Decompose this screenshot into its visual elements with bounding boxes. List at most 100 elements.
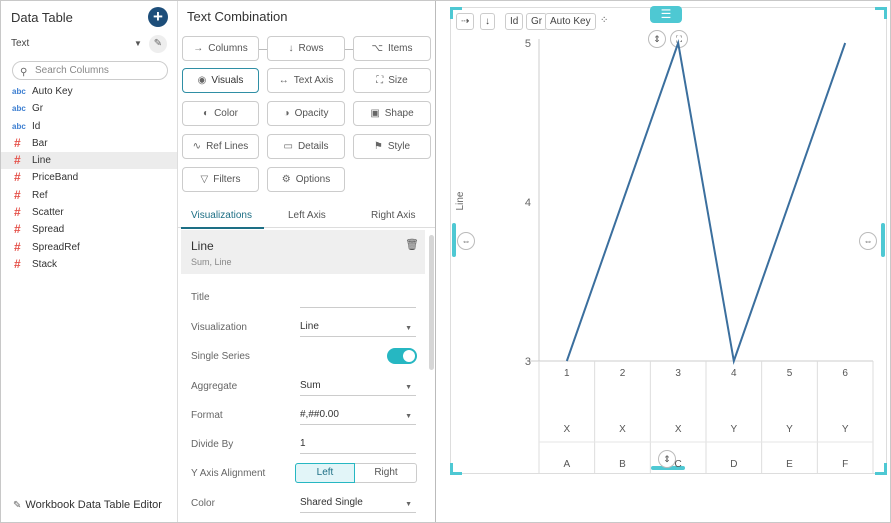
visuals-label: Visuals	[211, 75, 244, 86]
column-item[interactable]: abc Id	[1, 118, 177, 135]
column-list: abc Auto Key abc Gr abc Id # Bar # Line # PriceBand…	[1, 83, 177, 273]
resize-icon: ⛶	[376, 75, 384, 86]
resize-corner[interactable]	[450, 7, 462, 19]
items-button[interactable]: ⌥ Items	[353, 36, 431, 61]
palette-icon: ◐	[203, 108, 210, 119]
column-item[interactable]: # SpreadRef	[1, 239, 177, 256]
column-item[interactable]: # Bar	[1, 135, 177, 152]
tab-right-axis[interactable]: Right Axis	[371, 210, 416, 221]
column-item[interactable]: # Scatter	[1, 204, 177, 221]
resize-handle-bottom[interactable]	[651, 466, 685, 470]
numeric-type-icon: #	[14, 153, 21, 168]
filters-button[interactable]: ▽ Filters	[182, 167, 259, 192]
size-label: Size	[388, 75, 408, 86]
resize-handle-left[interactable]	[452, 223, 456, 257]
resize-corner[interactable]	[875, 7, 887, 19]
y-axis-left-option[interactable]: Left	[295, 463, 355, 483]
column-name: SpreadRef	[32, 241, 80, 253]
visualization-label: Visualization	[191, 322, 247, 333]
opacity-label: Opacity	[294, 108, 329, 119]
column-item[interactable]: abc Auto Key	[1, 83, 177, 100]
color-label: Color	[214, 108, 238, 119]
tab-left-axis[interactable]: Left Axis	[288, 210, 326, 221]
toggle-knob	[403, 350, 415, 362]
fullscreen-icon[interactable]: ⛶	[670, 30, 688, 48]
column-item[interactable]: # Line	[1, 152, 177, 170]
expand-vertical-icon[interactable]: ⇕	[658, 450, 676, 468]
trash-icon[interactable]: 🗑	[405, 239, 419, 251]
column-name: Auto Key	[32, 86, 73, 97]
resize-corner[interactable]	[450, 463, 462, 475]
visualization-value: Line	[300, 321, 319, 332]
move-handle[interactable]: ☰	[650, 6, 682, 23]
tab-visualizations[interactable]: Visualizations	[191, 210, 252, 221]
auto-key-chip[interactable]: Auto Key	[545, 13, 596, 30]
scrollbar[interactable]	[429, 235, 434, 370]
ref-lines-icon: ∿	[192, 141, 202, 152]
format-select[interactable]: #,##0.00 ▼	[300, 407, 416, 425]
column-item[interactable]: # PriceBand	[1, 169, 177, 186]
column-item[interactable]: # Stack	[1, 256, 177, 273]
shapes-icon: ▣	[370, 108, 380, 119]
panel-title: Data Table	[11, 10, 73, 25]
resize-corner[interactable]	[875, 463, 887, 475]
column-item[interactable]: # Ref	[1, 187, 177, 204]
column-name: Ref	[32, 189, 48, 201]
column-name: Gr	[32, 103, 44, 115]
details-button[interactable]: ▭ Details	[267, 134, 345, 159]
options-button[interactable]: ⚙ Options	[267, 167, 345, 192]
visual-item-card[interactable]: Line Sum, Line 🗑	[181, 230, 425, 274]
opacity-button[interactable]: ◑ Opacity	[267, 101, 345, 126]
wand-icon[interactable]: ✎	[149, 35, 167, 53]
style-button[interactable]: ⚑ Style	[353, 134, 431, 159]
color-select[interactable]: Shared Single ▼	[300, 495, 416, 513]
column-item[interactable]: # Spread	[1, 221, 177, 238]
search-columns-input[interactable]: ⚲ Search Columns	[12, 61, 168, 80]
swap-axes-icon[interactable]: ⇢	[456, 13, 475, 30]
aggregate-select[interactable]: Sum ▼	[300, 378, 416, 396]
resize-handle-right[interactable]	[881, 223, 885, 257]
gear-icon: ⚙	[281, 174, 291, 185]
numeric-type-icon: #	[14, 222, 21, 237]
text-axis-button[interactable]: ↔ Text Axis	[267, 68, 345, 93]
id-chip[interactable]: Id	[505, 13, 524, 30]
color-value: Shared Single	[300, 497, 363, 508]
workbook-data-table-editor-link[interactable]: ✎ Workbook Data Table Editor	[13, 499, 162, 511]
arrows-horizontal-icon: ↔	[278, 75, 289, 86]
filter-icon: ▽	[200, 174, 209, 185]
ref-lines-button[interactable]: ∿ Ref Lines	[182, 134, 259, 159]
scatter-icon[interactable]: ⁘	[596, 13, 613, 30]
add-column-button[interactable]: +	[148, 7, 168, 27]
divide-by-input[interactable]: 1	[300, 436, 416, 454]
color-button[interactable]: ◐ Color	[182, 101, 259, 126]
column-name: Stack	[32, 258, 58, 270]
expand-horizontal-icon[interactable]: ⇔	[457, 232, 475, 250]
color-property-label: Color	[191, 498, 215, 509]
rows-button[interactable]: ↓ Rows	[267, 36, 345, 61]
comment-icon: ▭	[283, 141, 293, 152]
visualization-select[interactable]: Line ▼	[300, 319, 416, 337]
chevron-down-icon: ▼	[405, 384, 412, 391]
data-source-select[interactable]: Text	[11, 38, 30, 49]
gr-chip[interactable]: Gr	[526, 13, 548, 30]
shape-button[interactable]: ▣ Shape	[353, 101, 431, 126]
column-name: Bar	[32, 137, 48, 149]
visuals-button[interactable]: ◉ Visuals	[182, 68, 259, 93]
expand-vertical-icon[interactable]: ⇕	[648, 30, 666, 48]
size-button[interactable]: ⛶ Size	[353, 68, 431, 93]
column-item[interactable]: abc Gr	[1, 100, 177, 117]
title-label: Title	[191, 292, 210, 303]
chevron-down-icon[interactable]: ▼	[134, 39, 142, 48]
visual-item-subtitle: Sum, Line	[191, 257, 232, 267]
numeric-type-icon: #	[14, 135, 21, 150]
sort-icon[interactable]: ↓	[480, 13, 495, 30]
visual-frame	[450, 7, 887, 474]
column-name: PriceBand	[32, 172, 79, 184]
title-input[interactable]	[300, 290, 416, 308]
single-series-toggle[interactable]	[387, 348, 417, 364]
columns-label: Columns	[208, 43, 248, 54]
style-label: Style	[387, 141, 411, 152]
columns-button[interactable]: → Columns	[182, 36, 259, 61]
y-axis-right-option[interactable]: Right	[374, 467, 398, 478]
expand-horizontal-icon[interactable]: ⇔	[859, 232, 877, 250]
